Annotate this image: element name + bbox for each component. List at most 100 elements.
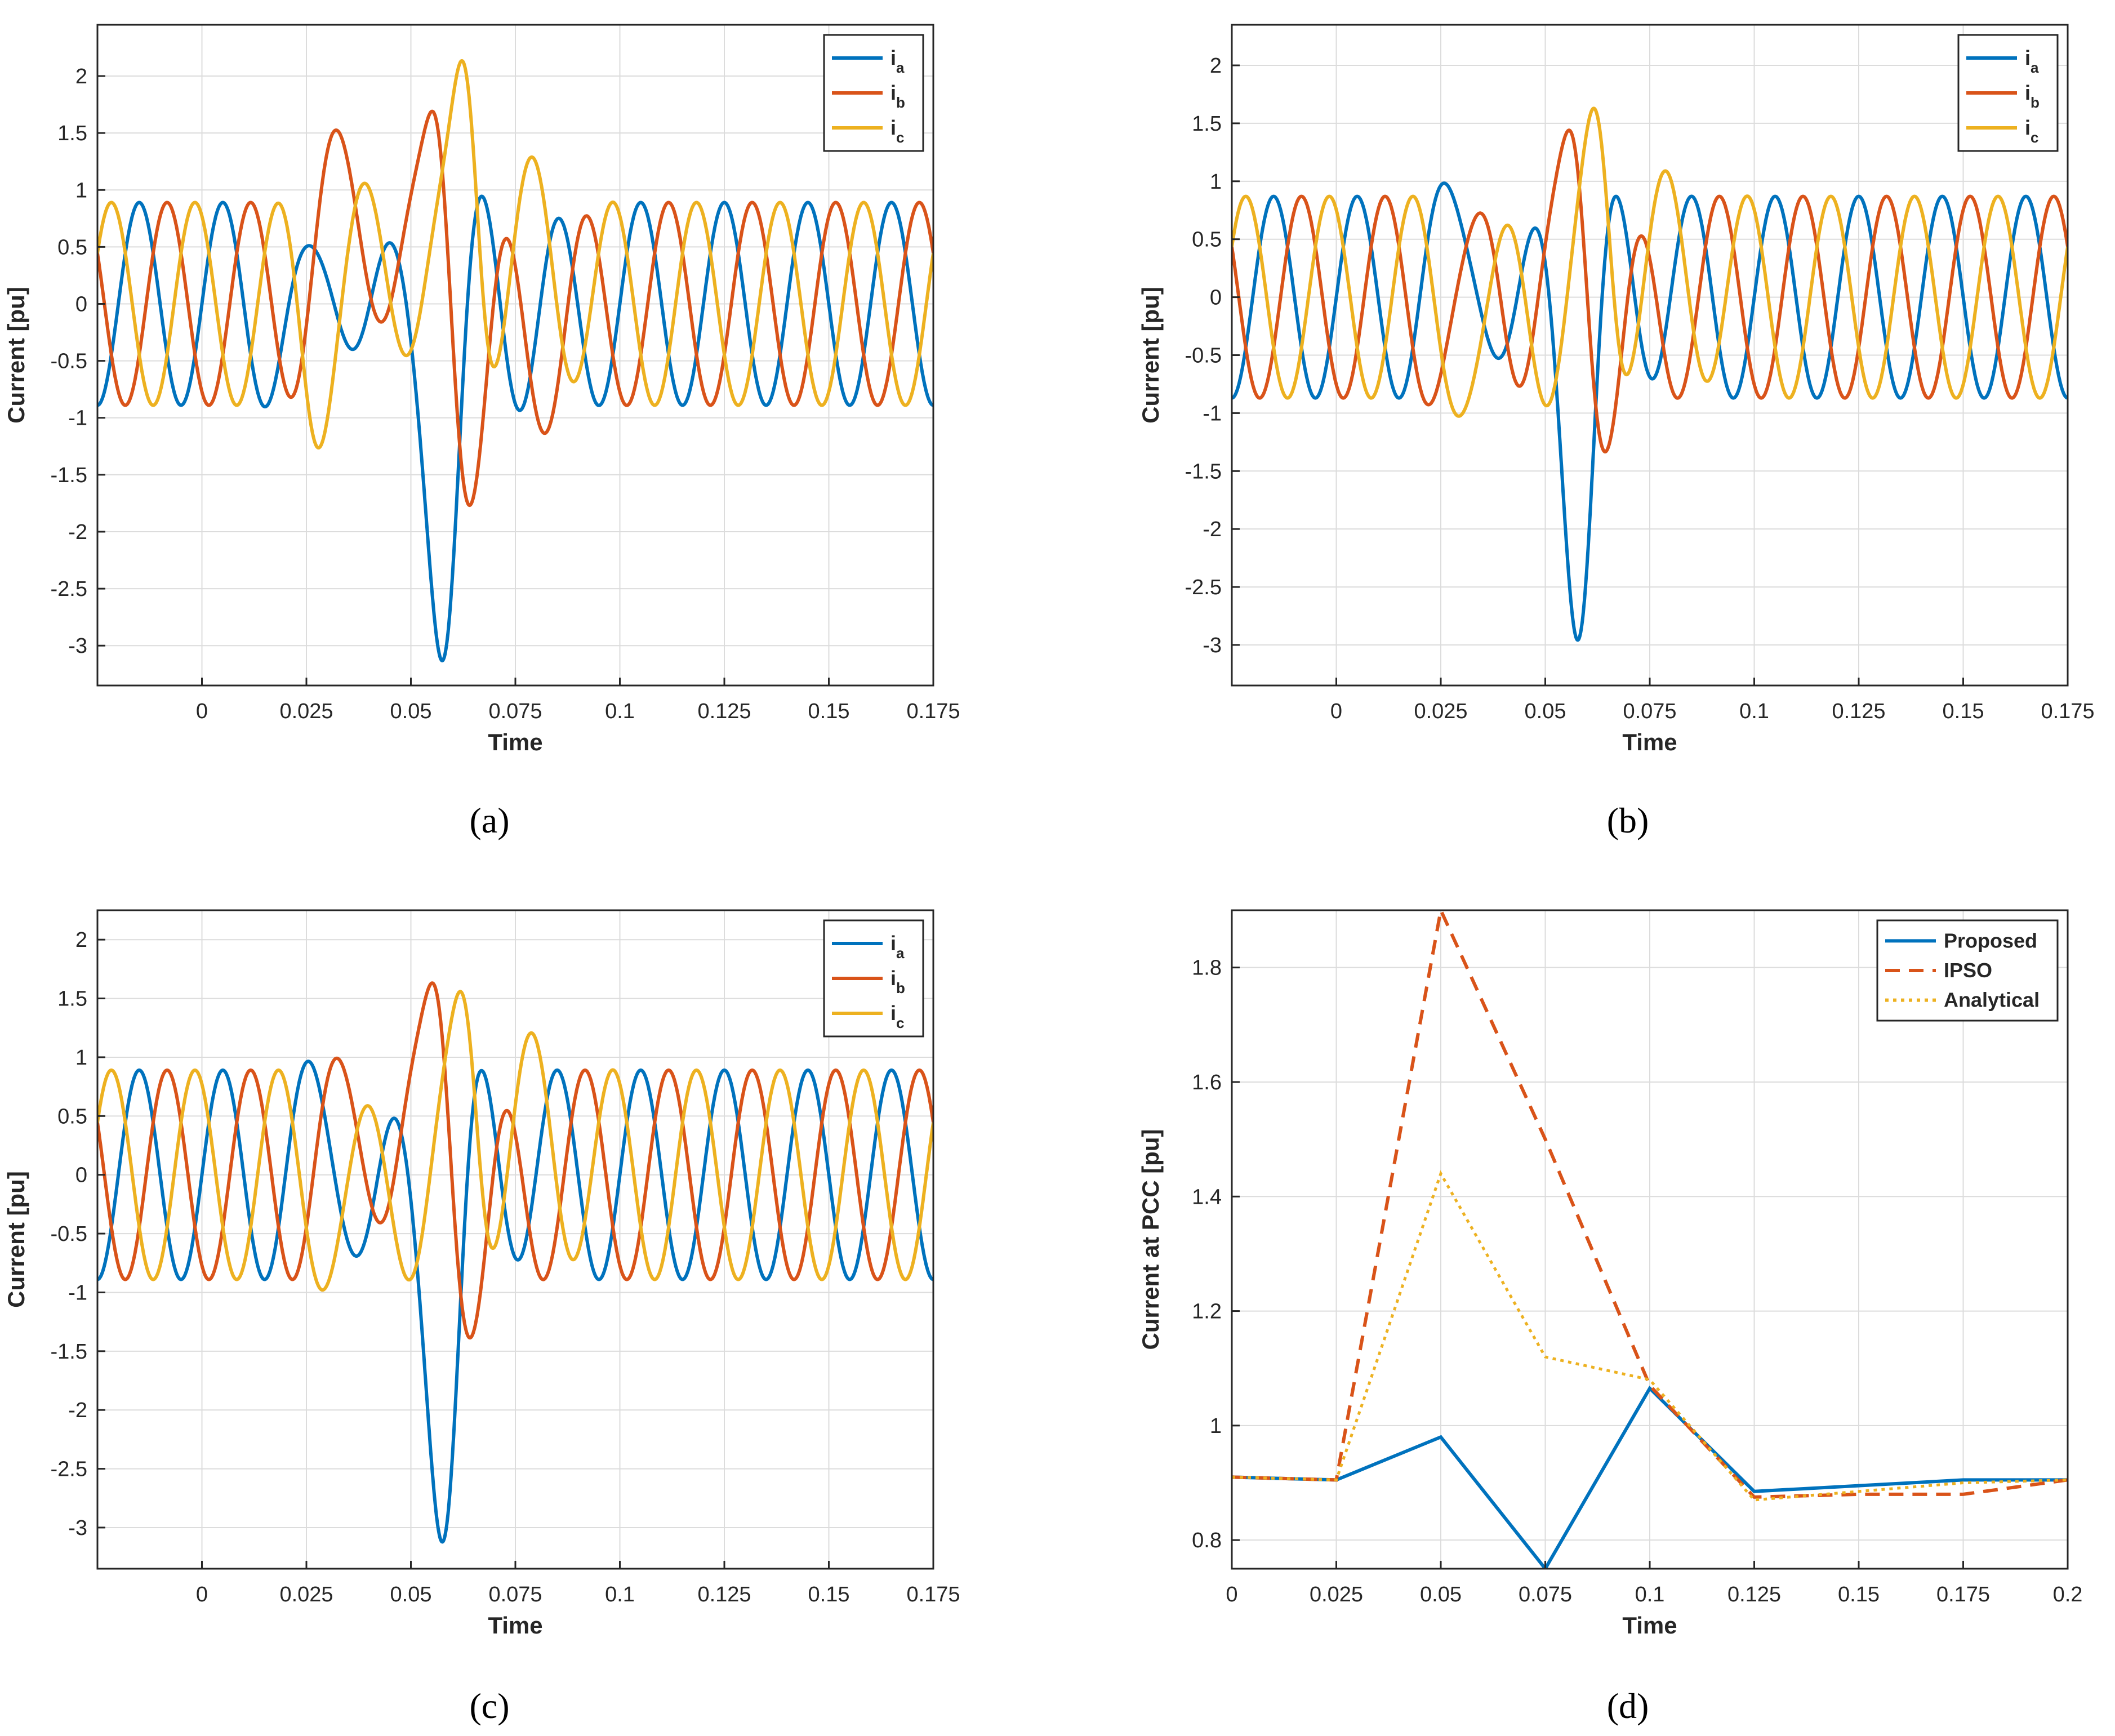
y-tick-label: -1.5 [1185, 460, 1222, 483]
y-tick-label: 1.5 [1192, 112, 1222, 136]
legend-d: Proposed IPSO Analytical [1876, 919, 2059, 1022]
x-axis-label: Time [488, 729, 542, 755]
x-tick-label: 0.15 [808, 1583, 850, 1606]
legend-box [1876, 919, 2059, 1022]
caption-c: (c) [469, 1686, 509, 1726]
legend-label-proposed: Proposed [1944, 929, 2037, 952]
y-tick-label: -3 [1203, 634, 1222, 657]
y-tick-label: -2 [68, 1399, 87, 1422]
series-line-ic [97, 990, 933, 1292]
y-tick-label: 1 [1210, 170, 1222, 194]
y-tick-label: 1 [75, 1046, 87, 1070]
y-tick-label: -2.5 [51, 1458, 87, 1481]
y-tick-label: 0 [75, 292, 87, 316]
panel-c: 0 0.025 0.05 0.075 0.1 0.125 0.15 0.175 -3 -2.5 -2… [3, 909, 960, 1726]
x-tick-label: 0 [196, 1583, 208, 1606]
legend-label-analytical: Analytical [1944, 989, 2040, 1012]
caption-b: (b) [1607, 800, 1649, 840]
y-tick-label: 0.5 [57, 235, 87, 259]
x-tick-label: 0.175 [906, 1583, 960, 1606]
x-tick-label: 0.125 [1832, 700, 1885, 723]
x-axis-label: Time [1622, 1612, 1677, 1639]
y-tick-label: 0.5 [57, 1105, 87, 1128]
y-tick-label: 0 [75, 1164, 87, 1187]
y-tick-label: 0.5 [1192, 228, 1222, 252]
x-tick-label: 0 [1330, 700, 1342, 723]
series-line-proposed [1232, 1385, 2068, 1569]
legend-label-ipso: IPSO [1944, 959, 1992, 982]
x-tick-label: 0 [1226, 1583, 1237, 1606]
panel-a: 0 0.025 0.05 0.075 0.1 0.125 0.15 0.175 -3 -2.5 -2… [3, 24, 960, 840]
y-tick-label: -1.5 [51, 1340, 87, 1364]
x-tick-label: 0.025 [279, 700, 333, 723]
x-tick-label: 0.175 [906, 700, 960, 723]
y-tick-label: -1 [68, 407, 87, 430]
y-tick-label: 1.8 [1192, 956, 1222, 980]
y-axis-label: Current [pu] [3, 287, 29, 424]
x-tick-label: 0.025 [279, 1583, 333, 1606]
x-tick-label: 0.1 [605, 700, 635, 723]
x-tick-label: 0.175 [2041, 700, 2094, 723]
x-tick-label: 0.075 [488, 700, 542, 723]
y-tick-label: -2 [1203, 518, 1222, 541]
x-tick-label: 0.15 [1838, 1583, 1880, 1606]
series-line-ib [97, 981, 933, 1340]
caption-a: (a) [469, 800, 509, 840]
y-tick-label: -3 [68, 1516, 87, 1540]
y-axis-label: Current at PCC [pu] [1137, 1129, 1164, 1350]
y-tick-label: 0 [1210, 286, 1222, 310]
series-line-ic [1232, 106, 2068, 418]
y-tick-label: -2.5 [51, 577, 87, 601]
y-tick-label: -0.5 [1185, 344, 1222, 368]
x-tick-label: 0.075 [1623, 700, 1676, 723]
y-axis-label: Current [pu] [3, 1171, 29, 1308]
y-tick-label: 0.8 [1192, 1529, 1222, 1552]
y-tick-label: 1.2 [1192, 1300, 1222, 1324]
x-tick-label: 0.2 [2053, 1583, 2083, 1606]
y-tick-label: 2 [1210, 54, 1222, 78]
x-tick-label: 0.15 [808, 700, 850, 723]
x-tick-label: 0.125 [1727, 1583, 1781, 1606]
x-tick-label: 0.1 [1635, 1583, 1665, 1606]
y-tick-label: 1.5 [57, 987, 87, 1011]
x-tick-label: 0.05 [1525, 700, 1566, 723]
series-line-ib [1232, 128, 2068, 453]
series-line-ic [97, 59, 933, 449]
y-tick-label: -1 [1203, 402, 1222, 425]
y-tick-label: -0.5 [51, 1222, 87, 1246]
y-axis-label: Current [pu] [1137, 287, 1164, 424]
panel-b: 0 0.025 0.05 0.075 0.1 0.125 0.15 0.175 -3 -2.5 -2… [1137, 24, 2095, 840]
x-tick-label: 0.05 [1420, 1583, 1462, 1606]
panel-d: 0 0.025 0.05 0.075 0.1 0.125 0.15 0.175 0.2 0.8 1 1… [1137, 909, 2083, 1726]
x-tick-label: 0.175 [1936, 1583, 1990, 1606]
y-tick-label: -3 [68, 634, 87, 658]
x-tick-label: 0.025 [1310, 1583, 1363, 1606]
series-line-ipso [1232, 910, 2068, 1499]
y-tick-label: -1.5 [51, 464, 87, 487]
x-tick-label: 0 [196, 700, 208, 723]
y-tick-label: 1.6 [1192, 1071, 1222, 1094]
caption-d: (d) [1607, 1686, 1649, 1726]
x-tick-label: 0.125 [697, 700, 751, 723]
y-tick-label: 1.5 [57, 122, 87, 145]
x-tick-label: 0.05 [390, 700, 432, 723]
x-tick-label: 0.025 [1414, 700, 1467, 723]
x-tick-label: 0.05 [390, 1583, 432, 1606]
y-tick-label: -2.5 [1185, 576, 1222, 599]
x-tick-label: 0.1 [1739, 700, 1769, 723]
x-axis-label: Time [1622, 729, 1677, 755]
y-tick-label: 1 [75, 179, 87, 202]
y-tick-label: 1 [1210, 1414, 1222, 1438]
y-tick-label: 2 [75, 928, 87, 952]
y-tick-label: -1 [68, 1281, 87, 1305]
x-tick-label: 0.075 [488, 1583, 542, 1606]
series-line-ib [97, 109, 933, 508]
y-tick-label: -0.5 [51, 350, 87, 373]
x-tick-label: 0.1 [605, 1583, 635, 1606]
x-tick-label: 0.125 [697, 1583, 751, 1606]
x-tick-label: 0.075 [1519, 1583, 1572, 1606]
